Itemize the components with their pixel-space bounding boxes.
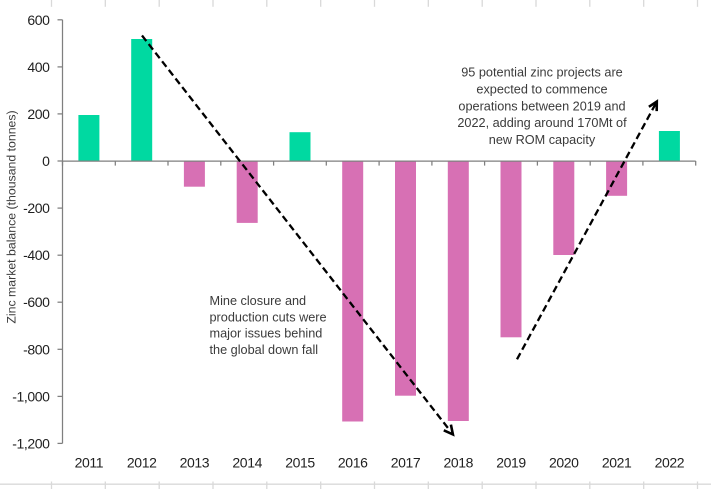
- svg-text:new ROM capacity: new ROM capacity: [489, 133, 596, 147]
- svg-text:the global down fall: the global down fall: [210, 343, 319, 357]
- svg-text:600: 600: [27, 12, 50, 28]
- svg-text:2012: 2012: [127, 455, 157, 471]
- svg-text:-1,000: -1,000: [12, 388, 50, 404]
- svg-text:operations between 2019 and: operations between 2019 and: [458, 99, 625, 113]
- svg-text:95 potential zinc projects are: 95 potential zinc projects are: [461, 66, 623, 80]
- svg-text:2016: 2016: [338, 455, 368, 471]
- svg-text:2015: 2015: [285, 455, 315, 471]
- svg-text:2014: 2014: [232, 455, 262, 471]
- svg-text:major issues behind: major issues behind: [210, 327, 323, 341]
- svg-text:Mine closure and: Mine closure and: [210, 294, 307, 308]
- svg-text:2019: 2019: [496, 455, 526, 471]
- svg-text:-400: -400: [23, 247, 50, 263]
- svg-text:-200: -200: [23, 200, 50, 216]
- svg-text:2021: 2021: [602, 455, 632, 471]
- svg-text:Zinc market balance (thousand: Zinc market balance (thousand tonnes): [5, 110, 19, 323]
- svg-text:2022, adding around 170Mt of: 2022, adding around 170Mt of: [457, 116, 627, 130]
- svg-text:2022: 2022: [655, 455, 685, 471]
- svg-text:expected to commence: expected to commence: [476, 82, 607, 96]
- svg-text:2011: 2011: [75, 455, 104, 471]
- svg-text:400: 400: [27, 59, 50, 75]
- svg-text:-800: -800: [23, 341, 50, 357]
- svg-text:0: 0: [42, 153, 50, 169]
- svg-text:2018: 2018: [444, 455, 474, 471]
- svg-text:2020: 2020: [549, 455, 579, 471]
- svg-text:-1,200: -1,200: [12, 435, 50, 451]
- svg-text:production cuts were: production cuts were: [210, 310, 327, 324]
- svg-text:-600: -600: [23, 294, 50, 310]
- svg-text:2017: 2017: [391, 455, 421, 471]
- svg-text:200: 200: [27, 106, 50, 122]
- svg-text:2013: 2013: [180, 455, 210, 471]
